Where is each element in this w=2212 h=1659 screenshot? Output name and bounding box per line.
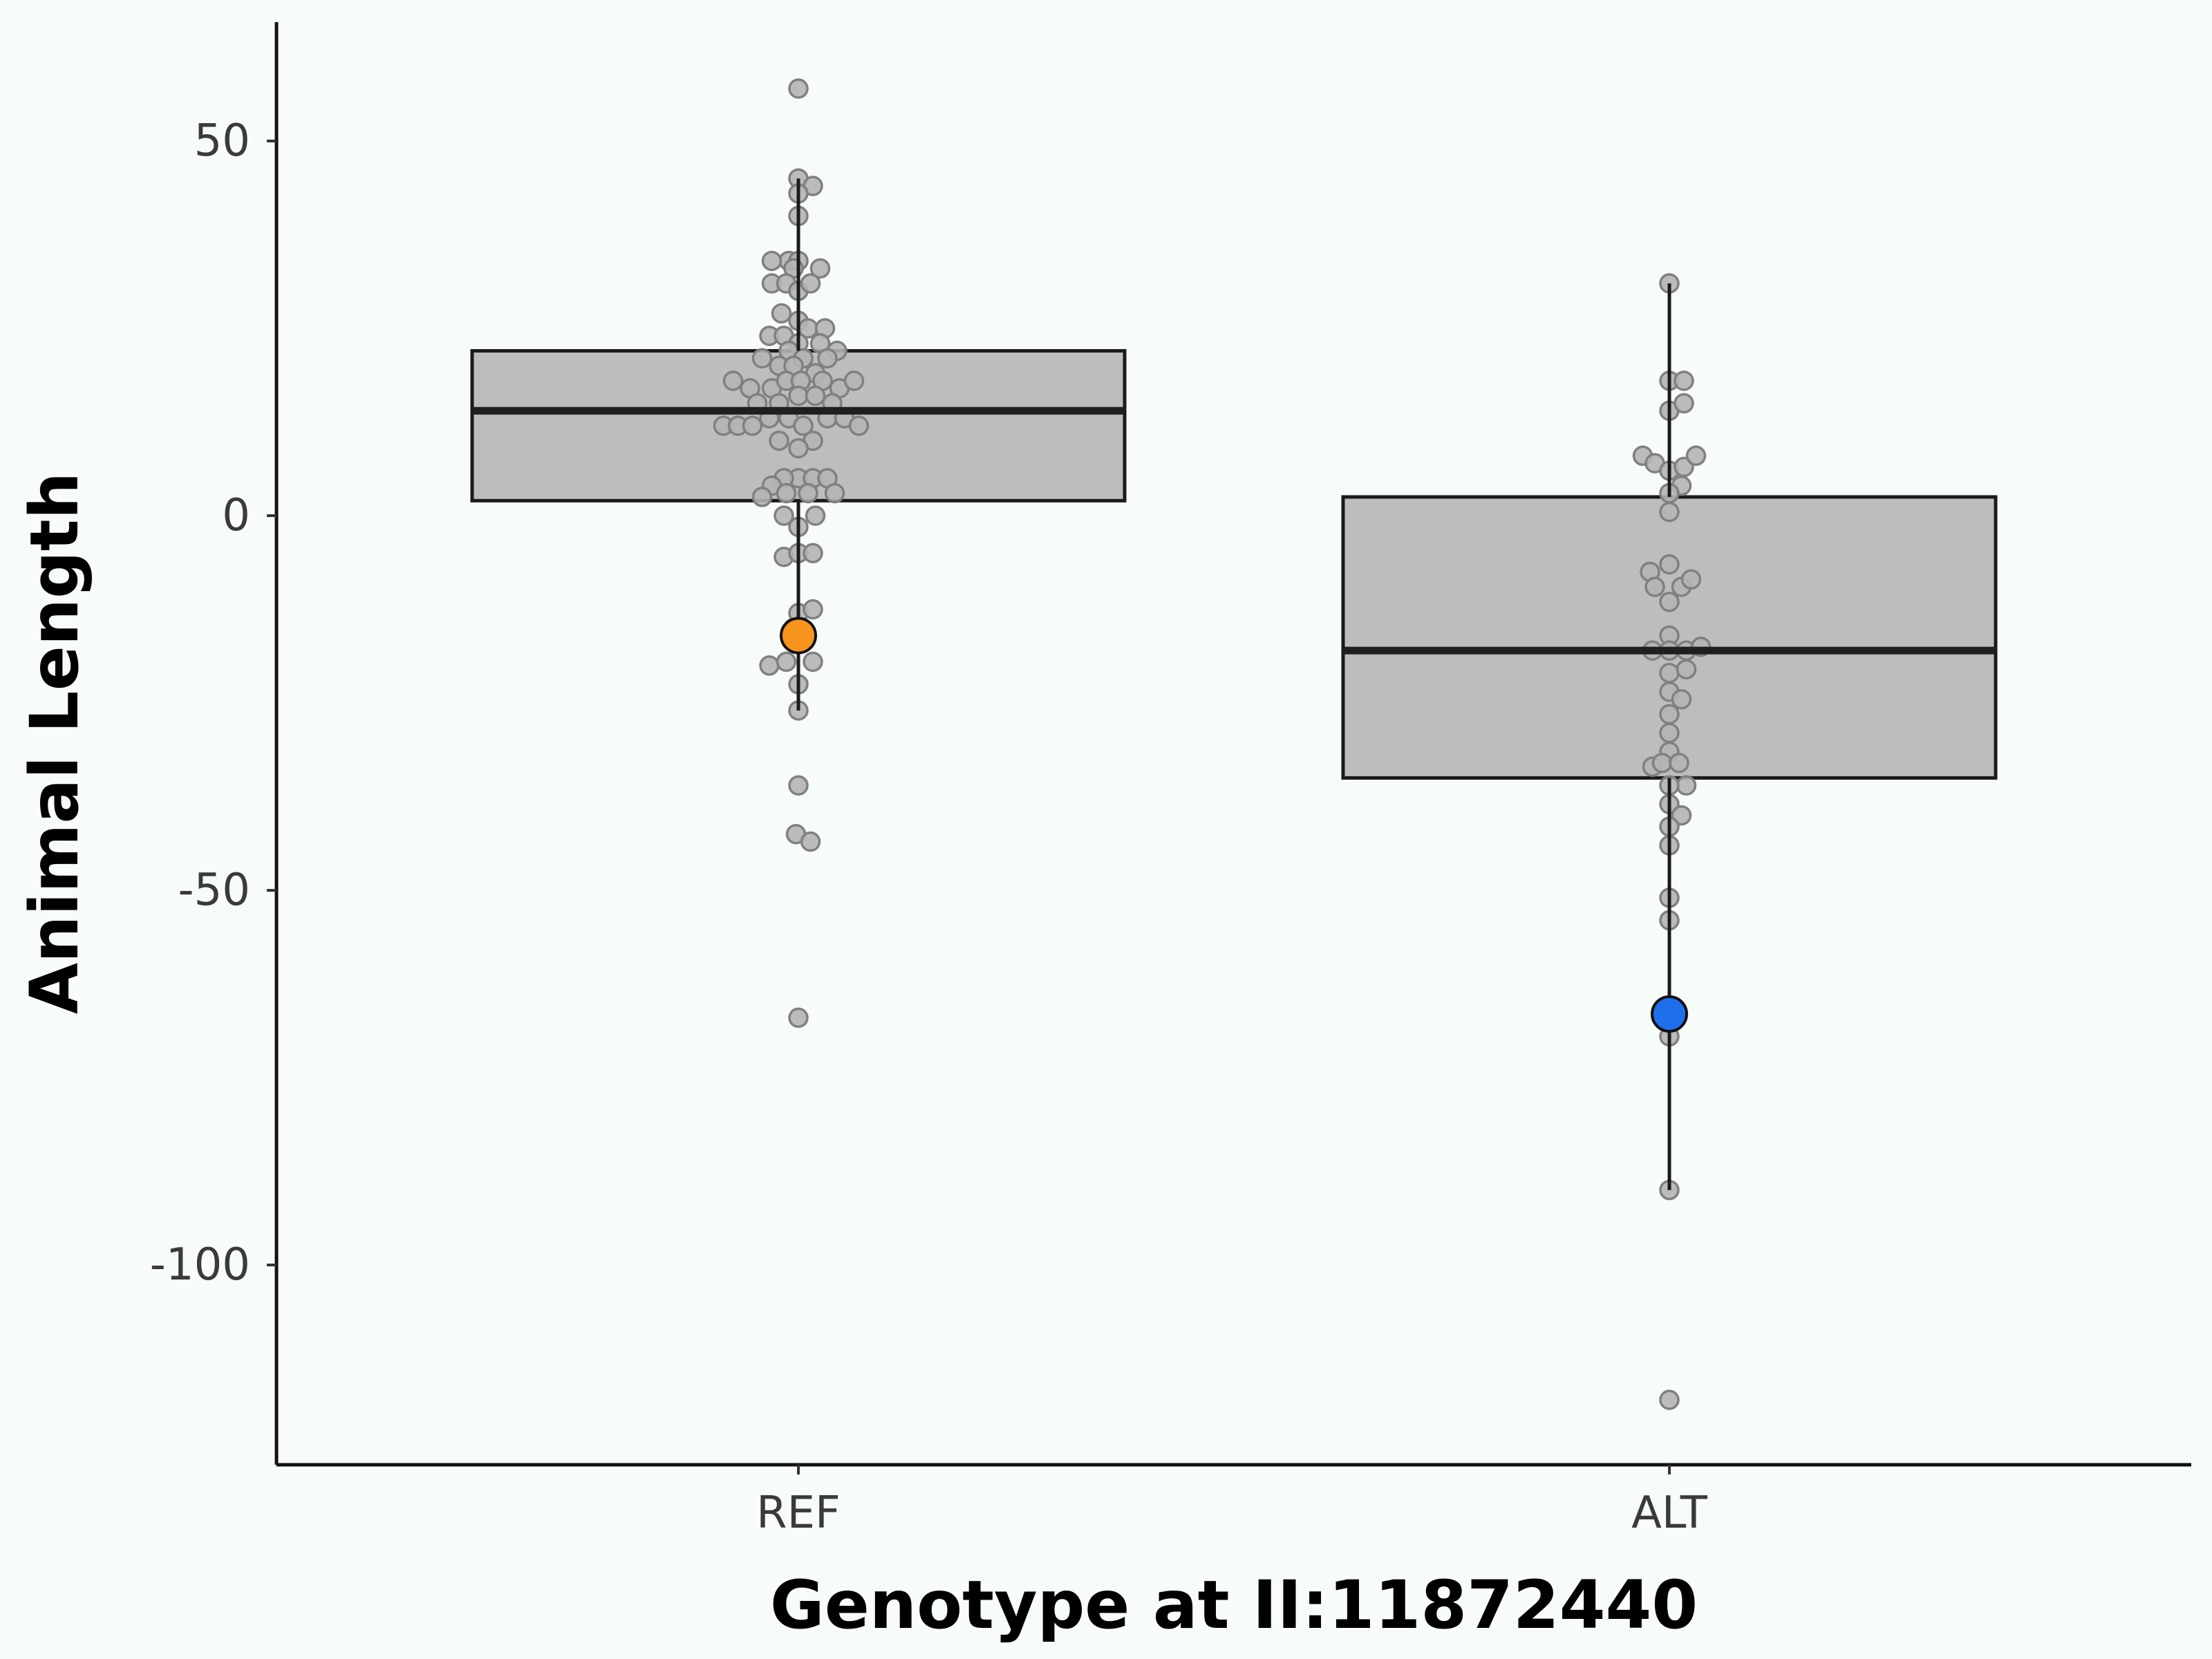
data-point-alt [1659,722,1680,744]
data-point-ref [774,505,794,526]
data-point-alt [1669,752,1689,774]
data-point-ref [800,273,821,294]
y-axis-title: Animal Length [16,472,93,1014]
data-point-ref [800,831,821,852]
x-axis-title: Genotype at II:11872440 [770,1566,1698,1644]
data-point-ref [788,438,809,459]
plot-area [470,78,1998,1410]
data-point-ref [788,78,809,99]
y-tick-label: 0 [222,490,250,541]
data-point-ref [788,1007,809,1029]
x-tick-label-alt: ALT [1631,1488,1708,1539]
data-point-alt [1676,775,1697,796]
data-point-alt [1674,371,1694,391]
data-point-alt [1671,688,1692,710]
data-point-ref [759,655,780,676]
data-point-ref [761,250,782,272]
data-point-ref [824,482,845,504]
data-point-ref [798,482,818,504]
data-point-alt [1659,662,1680,684]
data-point-ref [817,348,838,369]
data-point-ref [803,651,823,673]
data-point-alt [1659,591,1680,612]
data-point-alt [1674,393,1694,414]
data-point-ref [751,348,773,369]
data-point-ref [843,371,865,391]
data-point-ref [809,258,831,279]
data-point-alt [1659,1389,1680,1410]
y-tick-label: 50 [194,115,250,167]
data-point-alt [1680,569,1702,590]
x-tick-label-ref: REF [756,1488,841,1539]
data-point-ref [803,543,823,563]
data-point-ref [788,775,809,796]
highlight-point-alt [1651,995,1688,1033]
highlight-point-ref [780,617,817,655]
data-point-ref [776,651,797,673]
x-ticks: REF ALT [756,1465,1708,1539]
data-point-ref [722,371,744,391]
data-point-ref [788,385,809,406]
data-point-alt [1651,752,1673,774]
data-point-alt [1659,554,1680,575]
data-point-ref [771,303,792,324]
y-tick-label: -50 [178,865,250,916]
data-point-ref [805,385,826,406]
data-point-ref [769,430,789,451]
y-tick-label: -100 [150,1239,250,1291]
data-point-ref [805,505,826,526]
data-point-alt [1685,445,1707,467]
data-point-ref [848,415,870,436]
data-point-ref [751,487,773,507]
data-point-alt [1644,577,1665,597]
data-point-alt [1659,501,1680,523]
data-point-ref [742,415,763,436]
y-ticks: 50 0 -50 -100 [150,115,276,1291]
data-point-ref [803,599,823,620]
data-point-ref [776,482,797,504]
data-point-alt [1659,704,1680,725]
data-point-alt [1676,659,1697,679]
data-point-ref [793,415,814,436]
